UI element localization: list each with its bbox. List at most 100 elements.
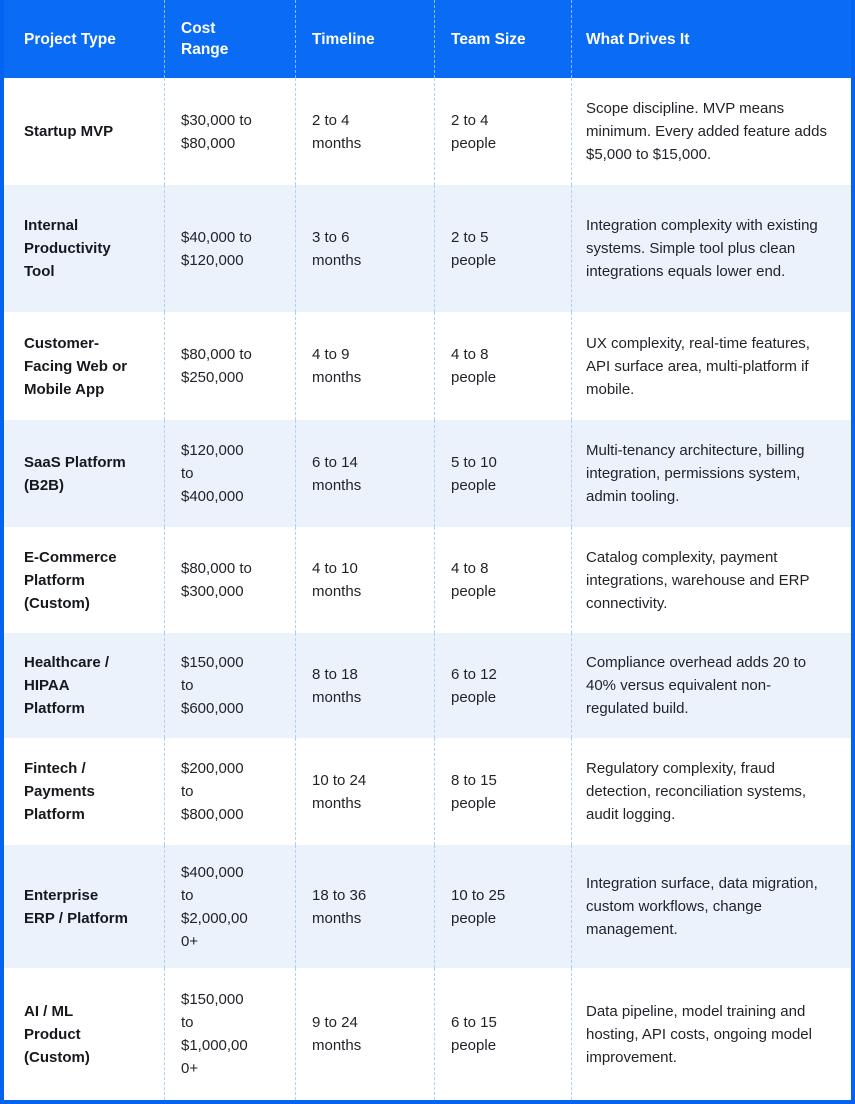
cell-project-type: Fintech / Payments Platform — [4, 738, 164, 845]
cell-team-size: 10 to 25 people — [434, 845, 571, 968]
column-header-label: Timeline — [312, 30, 375, 48]
team-size-text: 4 to 8 people — [451, 560, 497, 600]
drivers-text: Compliance overhead adds 20 to 40% versu… — [586, 654, 807, 717]
column-header-team-size: Team Size — [434, 0, 571, 78]
cell-timeline: 10 to 24 months — [295, 738, 434, 845]
cell-what-drives-it: UX complexity, real-time features, API s… — [571, 312, 851, 420]
cell-team-size: 2 to 5 people — [434, 185, 571, 312]
cell-what-drives-it: Integration surface, data migration, cus… — [571, 845, 851, 968]
drivers-text: Multi-tenancy architecture, billing inte… — [586, 442, 805, 505]
cell-timeline: 4 to 10 months — [295, 527, 434, 633]
cost-range-text: $150,000 to $1,000,000+ — [181, 991, 248, 1077]
cell-cost-range: $150,000 to $600,000 — [164, 633, 295, 738]
cell-timeline: 2 to 4 months — [295, 78, 434, 185]
cell-cost-range: $150,000 to $1,000,000+ — [164, 968, 295, 1100]
cell-timeline: 6 to 14 months — [295, 420, 434, 527]
cell-timeline: 8 to 18 months — [295, 633, 434, 738]
cell-cost-range: $80,000 to $250,000 — [164, 312, 295, 420]
cost-range-text: $200,000 to $800,000 — [181, 760, 244, 823]
cell-what-drives-it: Regulatory complexity, fraud detection, … — [571, 738, 851, 845]
cell-project-type: Customer-Facing Web or Mobile App — [4, 312, 164, 420]
cell-project-type: Startup MVP — [4, 78, 164, 185]
project-type-text: E-Commerce Platform (Custom) — [24, 548, 117, 612]
drivers-text: Scope discipline. MVP means minimum. Eve… — [586, 100, 827, 163]
cell-team-size: 6 to 12 people — [434, 633, 571, 738]
cell-team-size: 4 to 8 people — [434, 527, 571, 633]
timeline-text: 4 to 10 months — [312, 560, 362, 600]
project-type-text: AI / ML Product (Custom) — [24, 1002, 90, 1066]
cost-range-text: $400,000 to $2,000,000+ — [181, 863, 248, 950]
timeline-text: 6 to 14 months — [312, 453, 362, 494]
cell-project-type: SaaS Platform (B2B) — [4, 420, 164, 527]
cell-cost-range: $40,000 to $120,000 — [164, 185, 295, 312]
table-row: Enterprise ERP / Platform $400,000 to $2… — [4, 845, 851, 968]
timeline-text: 8 to 18 months — [312, 665, 362, 706]
cell-project-type: E-Commerce Platform (Custom) — [4, 527, 164, 633]
column-header-timeline: Timeline — [295, 0, 434, 78]
team-size-text: 8 to 15 people — [451, 771, 497, 812]
drivers-text: Regulatory complexity, fraud detection, … — [586, 760, 807, 823]
column-header-label: Team Size — [451, 30, 526, 48]
team-size-text: 5 to 10 people — [451, 453, 497, 494]
column-header-label: Project Type — [24, 30, 116, 48]
cell-cost-range: $120,000 to $400,000 — [164, 420, 295, 527]
timeline-text: 18 to 36 months — [312, 886, 367, 927]
drivers-text: UX complexity, real-time features, API s… — [586, 334, 810, 398]
team-size-text: 2 to 5 people — [451, 228, 497, 269]
cell-what-drives-it: Integration complexity with existing sys… — [571, 185, 851, 312]
timeline-text: 3 to 6 months — [312, 228, 362, 269]
cell-project-type: Healthcare / HIPAA Platform — [4, 633, 164, 738]
cell-project-type: Internal Productivity Tool — [4, 185, 164, 312]
cell-what-drives-it: Scope discipline. MVP means minimum. Eve… — [571, 78, 851, 185]
cell-timeline: 4 to 9 months — [295, 312, 434, 420]
table-row: E-Commerce Platform (Custom) $80,000 to … — [4, 527, 851, 633]
cell-team-size: 5 to 10 people — [434, 420, 571, 527]
project-type-text: Startup MVP — [24, 123, 114, 140]
cell-timeline: 18 to 36 months — [295, 845, 434, 968]
cost-range-text: $80,000 to $250,000 — [181, 346, 252, 386]
cell-cost-range: $400,000 to $2,000,000+ — [164, 845, 295, 968]
cost-range-text: $40,000 to $120,000 — [181, 228, 252, 269]
team-size-text: 4 to 8 people — [451, 346, 497, 386]
timeline-text: 9 to 24 months — [312, 1014, 362, 1054]
team-size-text: 2 to 4 people — [451, 111, 497, 152]
cell-what-drives-it: Compliance overhead adds 20 to 40% versu… — [571, 633, 851, 738]
table-row: Customer-Facing Web or Mobile App $80,00… — [4, 312, 851, 420]
cell-team-size: 8 to 15 people — [434, 738, 571, 845]
team-size-text: 6 to 15 people — [451, 1014, 497, 1054]
cell-project-type: AI / ML Product (Custom) — [4, 968, 164, 1100]
project-type-text: Healthcare / HIPAA Platform — [24, 654, 110, 717]
table-row: Fintech / Payments Platform $200,000 to … — [4, 738, 851, 845]
project-type-text: SaaS Platform (B2B) — [24, 453, 126, 494]
table-row: Healthcare / HIPAA Platform $150,000 to … — [4, 633, 851, 738]
drivers-text: Data pipeline, model training and hostin… — [586, 1002, 812, 1066]
cell-cost-range: $30,000 to $80,000 — [164, 78, 295, 185]
project-type-text: Internal Productivity Tool — [24, 217, 111, 280]
cell-timeline: 9 to 24 months — [295, 968, 434, 1100]
team-size-text: 6 to 12 people — [451, 665, 497, 706]
team-size-text: 10 to 25 people — [451, 886, 506, 927]
cost-range-text: $30,000 to $80,000 — [181, 111, 252, 152]
drivers-text: Integration surface, data migration, cus… — [586, 875, 818, 938]
drivers-text: Integration complexity with existing sys… — [586, 217, 818, 280]
cell-project-type: Enterprise ERP / Platform — [4, 845, 164, 968]
column-header-cost-range: Cost Range — [164, 0, 295, 78]
cell-cost-range: $80,000 to $300,000 — [164, 527, 295, 633]
project-type-text: Enterprise ERP / Platform — [24, 886, 128, 927]
column-header-label: What Drives It — [586, 30, 690, 48]
table-row: SaaS Platform (B2B) $120,000 to $400,000… — [4, 420, 851, 527]
table-row: Startup MVP $30,000 to $80,000 2 to 4 mo… — [4, 78, 851, 185]
cost-range-text: $80,000 to $300,000 — [181, 560, 252, 600]
table-row: Internal Productivity Tool $40,000 to $1… — [4, 185, 851, 312]
timeline-text: 10 to 24 months — [312, 771, 367, 812]
table-body: Startup MVP $30,000 to $80,000 2 to 4 mo… — [4, 78, 851, 1100]
table-row: AI / ML Product (Custom) $150,000 to $1,… — [4, 968, 851, 1100]
timeline-text: 4 to 9 months — [312, 346, 362, 386]
project-type-text: Customer-Facing Web or Mobile App — [24, 334, 128, 398]
column-header-label: Cost Range — [181, 20, 229, 58]
cell-cost-range: $200,000 to $800,000 — [164, 738, 295, 845]
timeline-text: 2 to 4 months — [312, 111, 362, 152]
column-header-project-type: Project Type — [4, 0, 164, 78]
cell-team-size: 2 to 4 people — [434, 78, 571, 185]
